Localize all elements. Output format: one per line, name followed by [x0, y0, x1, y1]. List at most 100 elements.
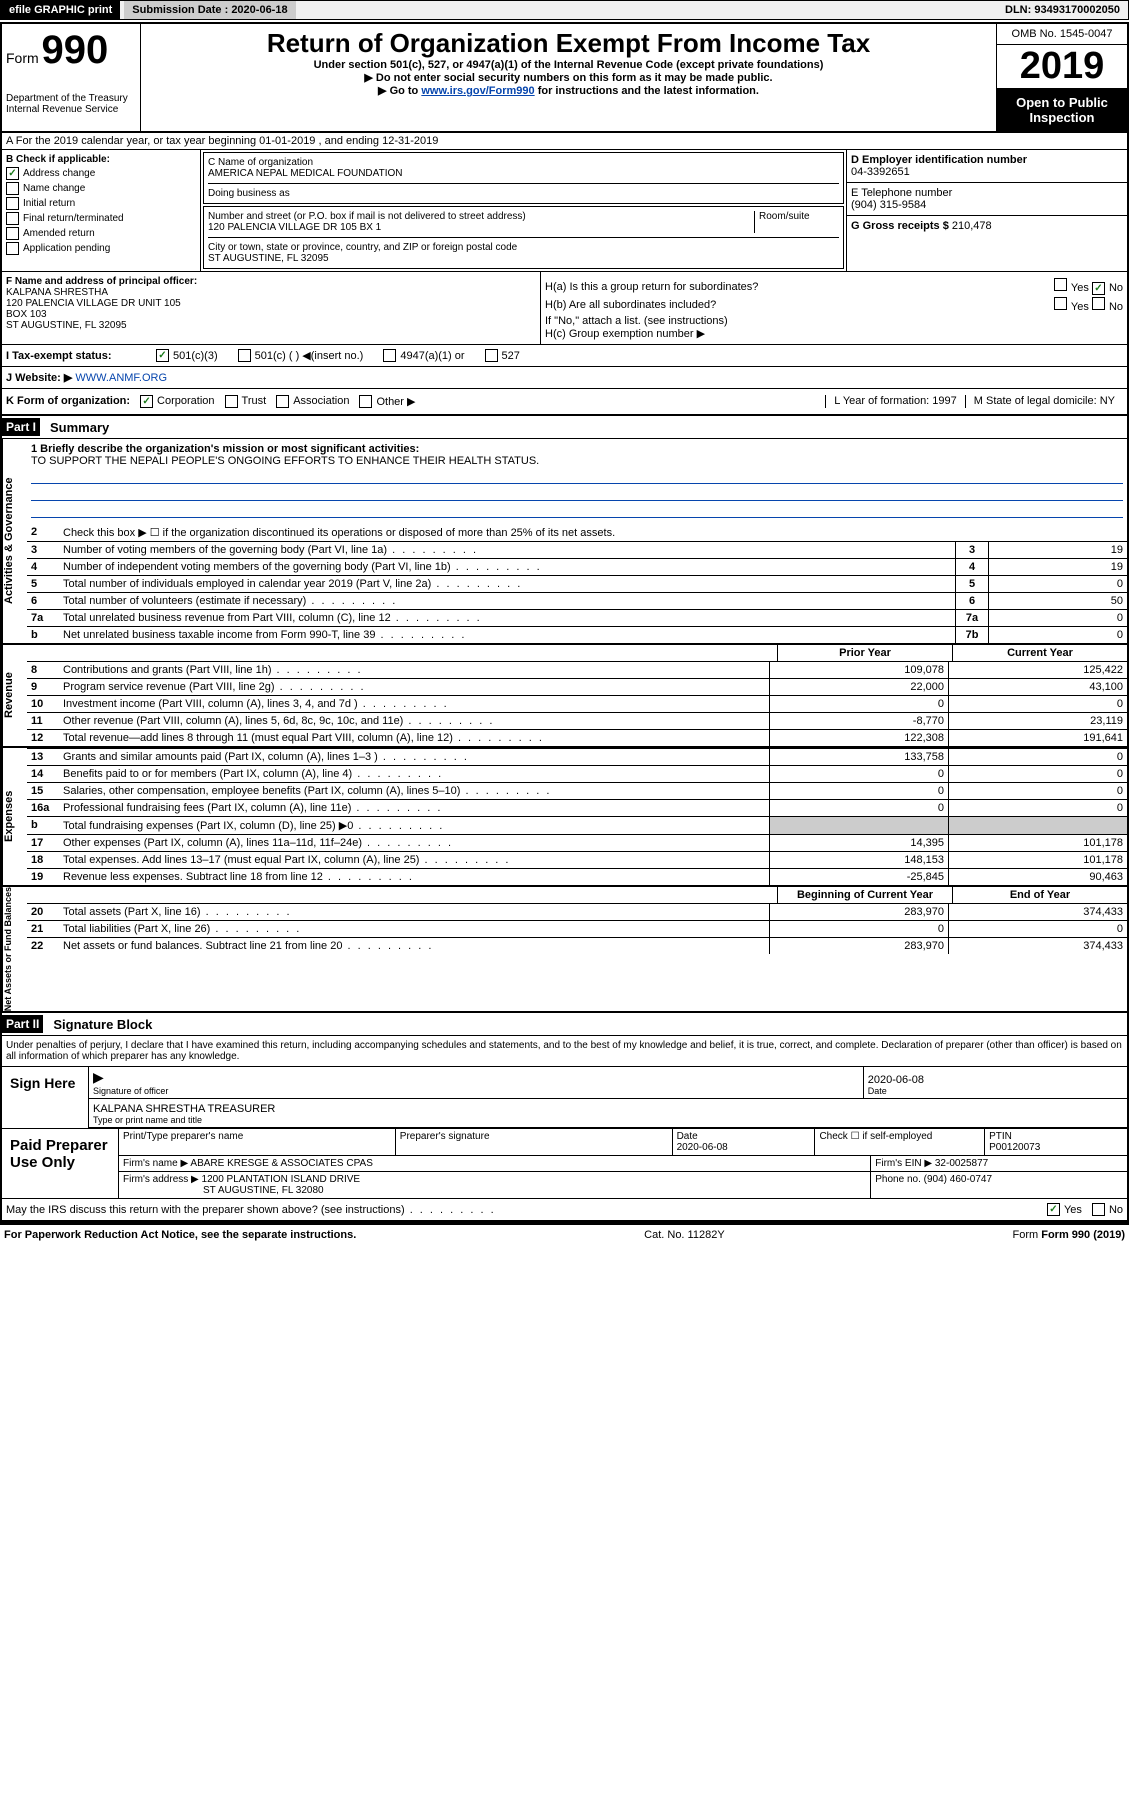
row-j: J Website: ▶ WWW.ANMF.ORG [2, 367, 1127, 389]
row-k: K Form of organization: Corporation Trus… [2, 389, 1127, 416]
row-a: A For the 2019 calendar year, or tax yea… [2, 133, 1127, 150]
fin-current: 23,119 [948, 713, 1127, 729]
officer-addr2: BOX 103 [6, 309, 47, 320]
footer-left: For Paperwork Reduction Act Notice, see … [4, 1229, 356, 1241]
fin-line: 8Contributions and grants (Part VIII, li… [27, 661, 1127, 678]
check-b-item[interactable]: Address change [6, 167, 196, 180]
form-label: Form [6, 50, 39, 66]
fin-current: 0 [948, 921, 1127, 937]
fin-prior: -8,770 [769, 713, 948, 729]
other-check[interactable] [359, 395, 372, 408]
form-number: 990 [41, 28, 108, 72]
form-subtitle: Under section 501(c), 527, or 4947(a)(1)… [145, 59, 992, 71]
501c-check[interactable] [238, 349, 251, 362]
check-icon[interactable] [6, 167, 19, 180]
corp-check[interactable] [140, 395, 153, 408]
ha-label: H(a) Is this a group return for subordin… [545, 281, 758, 293]
firm-name: ABARE KRESGE & ASSOCIATES CPAS [190, 1158, 372, 1169]
fin-line: 11Other revenue (Part VIII, column (A), … [27, 712, 1127, 729]
phone: (904) 460-0747 [924, 1174, 992, 1185]
current-year-header: Current Year [952, 645, 1127, 661]
501c3-check[interactable] [156, 349, 169, 362]
firm-addr2: ST AUGUSTINE, FL 32080 [203, 1185, 324, 1196]
hc-label: H(c) Group exemption number ▶ [545, 327, 1123, 340]
ha-yes[interactable] [1054, 278, 1067, 291]
website-label: J Website: ▶ [6, 372, 72, 384]
assoc-check[interactable] [276, 395, 289, 408]
opt-501c3: 501(c)(3) [173, 350, 218, 362]
gov-line: 4Number of independent voting members of… [27, 558, 1127, 575]
check-b-item[interactable]: Initial return [6, 197, 196, 210]
check-icon[interactable] [6, 212, 19, 225]
check-label: Final return/terminated [23, 213, 124, 224]
fin-prior: 0 [769, 783, 948, 799]
paid-label: Paid Preparer Use Only [2, 1129, 119, 1198]
preparer-sig-label: Preparer's signature [396, 1129, 673, 1155]
paid-preparer-block: Paid Preparer Use Only Print/Type prepar… [2, 1128, 1127, 1198]
hb-no[interactable] [1092, 297, 1105, 310]
submission-date: Submission Date : 2020-06-18 [124, 1, 295, 19]
line-val: 0 [988, 610, 1127, 626]
fin-line: 9Program service revenue (Part VIII, lin… [27, 678, 1127, 695]
discuss-no[interactable] [1092, 1203, 1105, 1216]
fin-num: 19 [27, 869, 59, 885]
line-box: 3 [955, 542, 988, 558]
fin-line: 20Total assets (Part X, line 16)283,9703… [27, 903, 1127, 920]
check-icon[interactable] [6, 227, 19, 240]
fin-prior: 0 [769, 766, 948, 782]
officer-box: F Name and address of principal officer:… [2, 272, 541, 344]
line-num: 5 [27, 576, 59, 592]
top-header: efile GRAPHIC print Submission Date : 20… [0, 0, 1129, 20]
self-employed-check[interactable]: Check ☐ if self-employed [815, 1129, 985, 1155]
check-icon[interactable] [6, 242, 19, 255]
title-row: Form 990 Department of the Treasury Inte… [2, 24, 1127, 133]
ptin: P00120073 [989, 1142, 1040, 1153]
ein-box: D Employer identification number 04-3392… [847, 150, 1127, 183]
fin-desc: Total revenue—add lines 8 through 11 (mu… [59, 730, 769, 746]
line-num: 6 [27, 593, 59, 609]
line-num: 7a [27, 610, 59, 626]
4947-check[interactable] [383, 349, 396, 362]
title-center: Return of Organization Exempt From Incom… [141, 24, 996, 131]
check-b-item[interactable]: Amended return [6, 227, 196, 240]
line-val: 19 [988, 542, 1127, 558]
firm-name-label: Firm's name ▶ [123, 1158, 188, 1169]
omb-number: OMB No. 1545-0047 [997, 24, 1127, 45]
no-label: No [1109, 282, 1123, 294]
expenses-block: Expenses 13Grants and similar amounts pa… [2, 748, 1127, 887]
trust-check[interactable] [225, 395, 238, 408]
expenses-label: Expenses [2, 748, 27, 885]
efile-button[interactable]: efile GRAPHIC print [1, 1, 120, 19]
officer-label: F Name and address of principal officer: [6, 276, 197, 287]
check-icon[interactable] [6, 197, 19, 210]
fin-desc: Total liabilities (Part X, line 26) [59, 921, 769, 937]
check-icon[interactable] [6, 182, 19, 195]
ha-no[interactable] [1092, 282, 1105, 295]
state-domicile: M State of legal domicile: NY [965, 395, 1123, 408]
527-check[interactable] [485, 349, 498, 362]
irs-link[interactable]: www.irs.gov/Form990 [421, 85, 534, 97]
officer-addr1: 120 PALENCIA VILLAGE DR UNIT 105 [6, 298, 181, 309]
website-link[interactable]: WWW.ANMF.ORG [75, 372, 167, 384]
fin-num: 14 [27, 766, 59, 782]
check-b-item[interactable]: Application pending [6, 242, 196, 255]
city-label: City or town, state or province, country… [208, 242, 839, 253]
mission-label: 1 Briefly describe the organization's mi… [31, 443, 419, 455]
fin-num: 11 [27, 713, 59, 729]
part1-title: Summary [50, 420, 109, 435]
hb-yes[interactable] [1054, 297, 1067, 310]
fin-prior: 0 [769, 921, 948, 937]
discuss-yes[interactable] [1047, 1203, 1060, 1216]
section-bcde: B Check if applicable: Address changeNam… [2, 150, 1127, 272]
fin-prior: -25,845 [769, 869, 948, 885]
fin-num: 8 [27, 662, 59, 678]
check-b-item[interactable]: Final return/terminated [6, 212, 196, 225]
mission-text: TO SUPPORT THE NEPALI PEOPLE'S ONGOING E… [31, 455, 539, 467]
room-label: Room/suite [759, 211, 839, 222]
check-b-item[interactable]: Name change [6, 182, 196, 195]
paid-date: 2020-06-08 [677, 1142, 728, 1153]
fin-line: 16aProfessional fundraising fees (Part I… [27, 799, 1127, 816]
title-left: Form 990 Department of the Treasury Inte… [2, 24, 141, 131]
c-name-box: C Name of organization AMERICA NEPAL MED… [203, 152, 844, 204]
fin-num: 10 [27, 696, 59, 712]
